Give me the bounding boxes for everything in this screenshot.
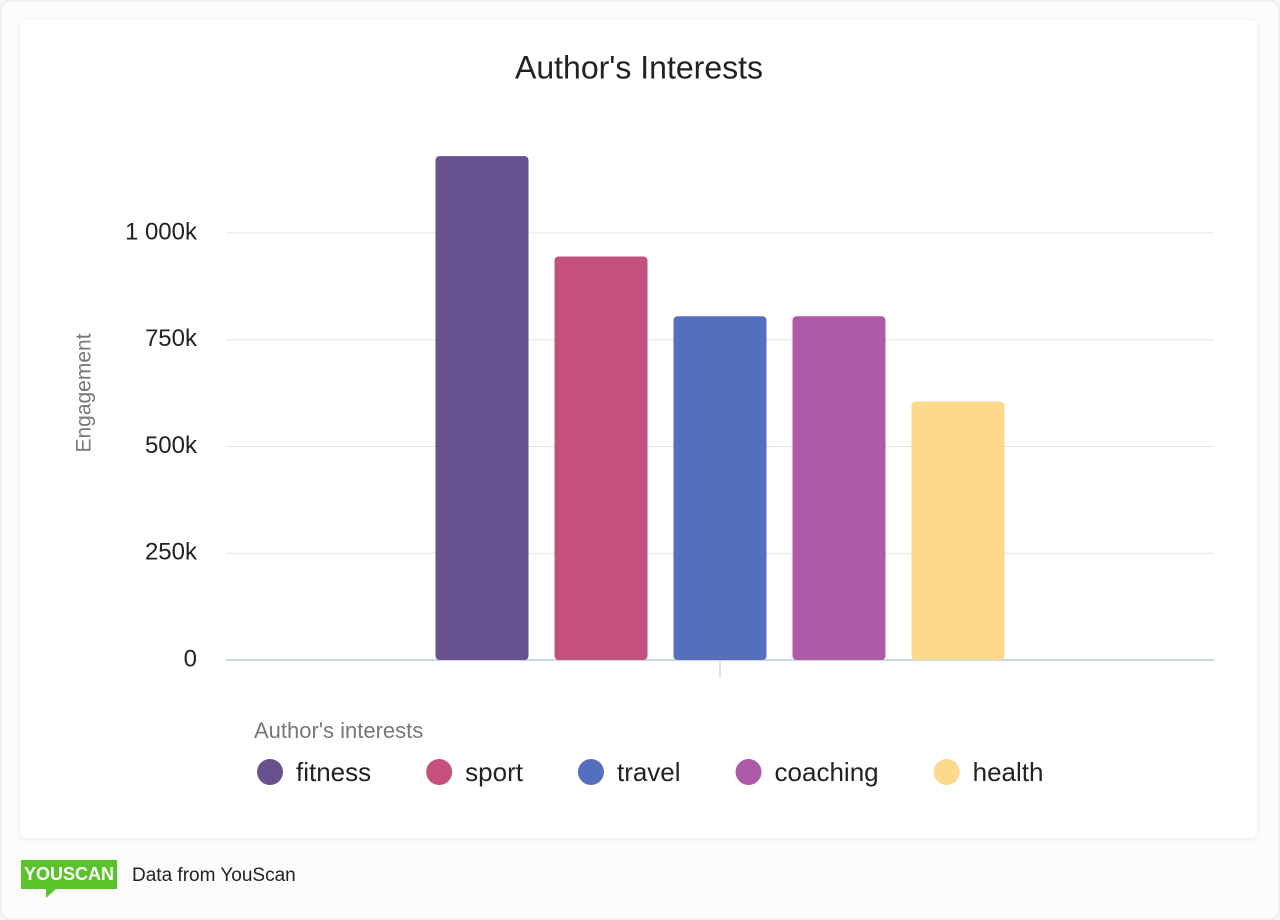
bar xyxy=(911,401,1005,660)
bar xyxy=(554,256,648,660)
legend-label: coaching xyxy=(775,757,879,787)
legend-marker xyxy=(426,759,453,785)
legend-label: fitness xyxy=(296,757,371,787)
bar xyxy=(673,316,767,660)
y-tick-label: 750k xyxy=(145,325,198,352)
legend-title: Author's interests xyxy=(254,718,423,743)
legend-marker xyxy=(933,759,960,785)
y-tick-label: 0 xyxy=(184,645,197,672)
logo-text: YOUSCAN xyxy=(24,864,114,884)
legend-label: sport xyxy=(465,757,524,787)
y-axis-label: Engagement xyxy=(73,333,96,452)
y-tick-label: 1 000k xyxy=(125,218,198,245)
legend-marker xyxy=(735,759,762,785)
bar xyxy=(792,316,886,660)
logo-badge xyxy=(21,860,117,889)
chart-title: Author's Interests xyxy=(515,49,763,85)
y-tick-label: 250k xyxy=(145,539,198,566)
bar xyxy=(435,156,529,660)
legend-marker xyxy=(577,759,604,785)
y-tick-label: 500k xyxy=(145,432,198,459)
legend-label: travel xyxy=(617,757,681,787)
logo-tail xyxy=(46,889,56,898)
legend-marker xyxy=(257,759,283,785)
footer-text: Data from YouScan xyxy=(132,865,296,886)
legend-label: health xyxy=(973,757,1044,787)
